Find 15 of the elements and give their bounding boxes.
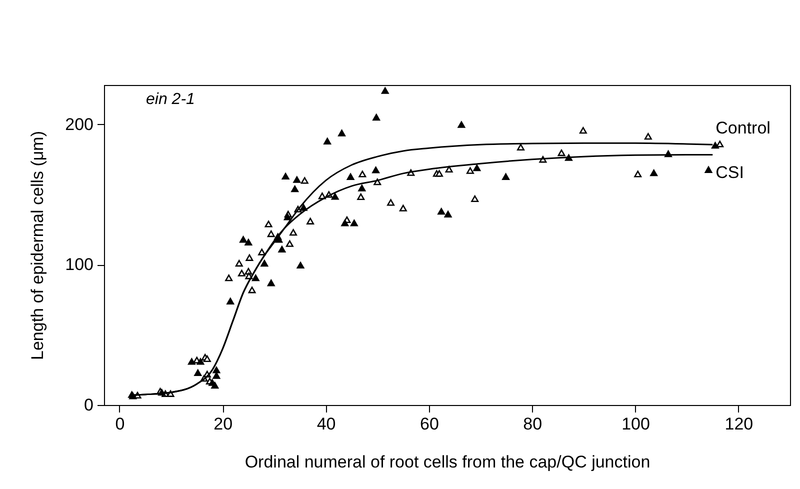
x-tick-label: 60	[420, 414, 439, 434]
x-tick-label: 80	[523, 414, 542, 434]
x-tick-label: 100	[622, 414, 650, 434]
series-label: CSI	[716, 162, 744, 182]
y-tick-label: 100	[65, 255, 94, 274]
y-tick-label: 200	[65, 114, 94, 134]
x-tick-label: 40	[316, 414, 336, 434]
y-tick-label: 0	[84, 396, 94, 414]
annotation: ein 2-1	[146, 91, 195, 108]
series-label: Control	[716, 118, 770, 138]
y-axis-title: Length of epidermal cells (μm)	[28, 130, 48, 360]
x-tick-label: 120	[724, 414, 754, 434]
x-tick-label: 20	[214, 414, 233, 434]
x-axis-title: Ordinal numeral of root cells from the cap/QC junction	[244, 452, 650, 472]
x-tick-label: 0	[115, 414, 125, 434]
